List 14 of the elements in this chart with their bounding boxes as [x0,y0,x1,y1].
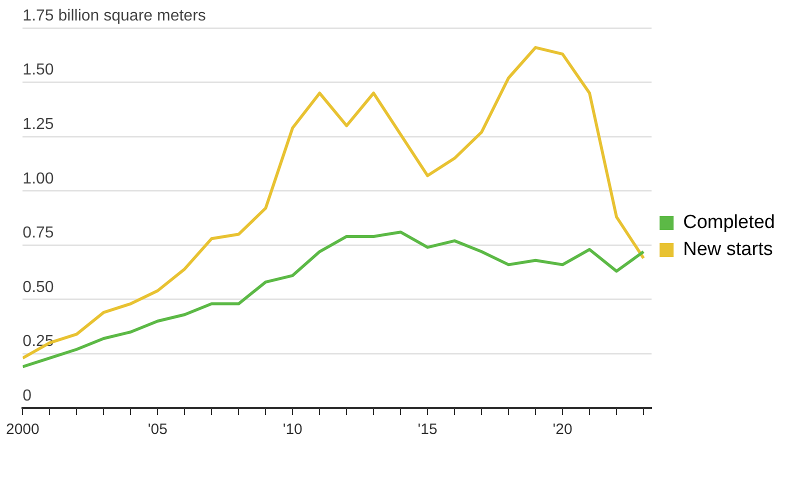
x-tick-label: 2000 [6,421,40,438]
y-tick-label: 1.25 [22,116,54,133]
legend-label: Completed [683,212,776,234]
x-tick-label: '10 [282,421,302,438]
x-tick-label: '15 [418,421,438,438]
legend-label: New starts [683,239,773,260]
y-tick-label: 1.00 [22,170,54,188]
y-tick-label: 1.75 billion square meters [22,7,206,24]
x-tick-label: '20 [552,421,572,438]
x-tick-label: '05 [148,421,168,438]
y-tick-label: 0.50 [22,278,54,296]
y-tick-label: 0 [22,387,32,404]
y-tick-label: 0.75 [22,224,54,242]
y-tick-label: 1.50 [22,62,54,79]
